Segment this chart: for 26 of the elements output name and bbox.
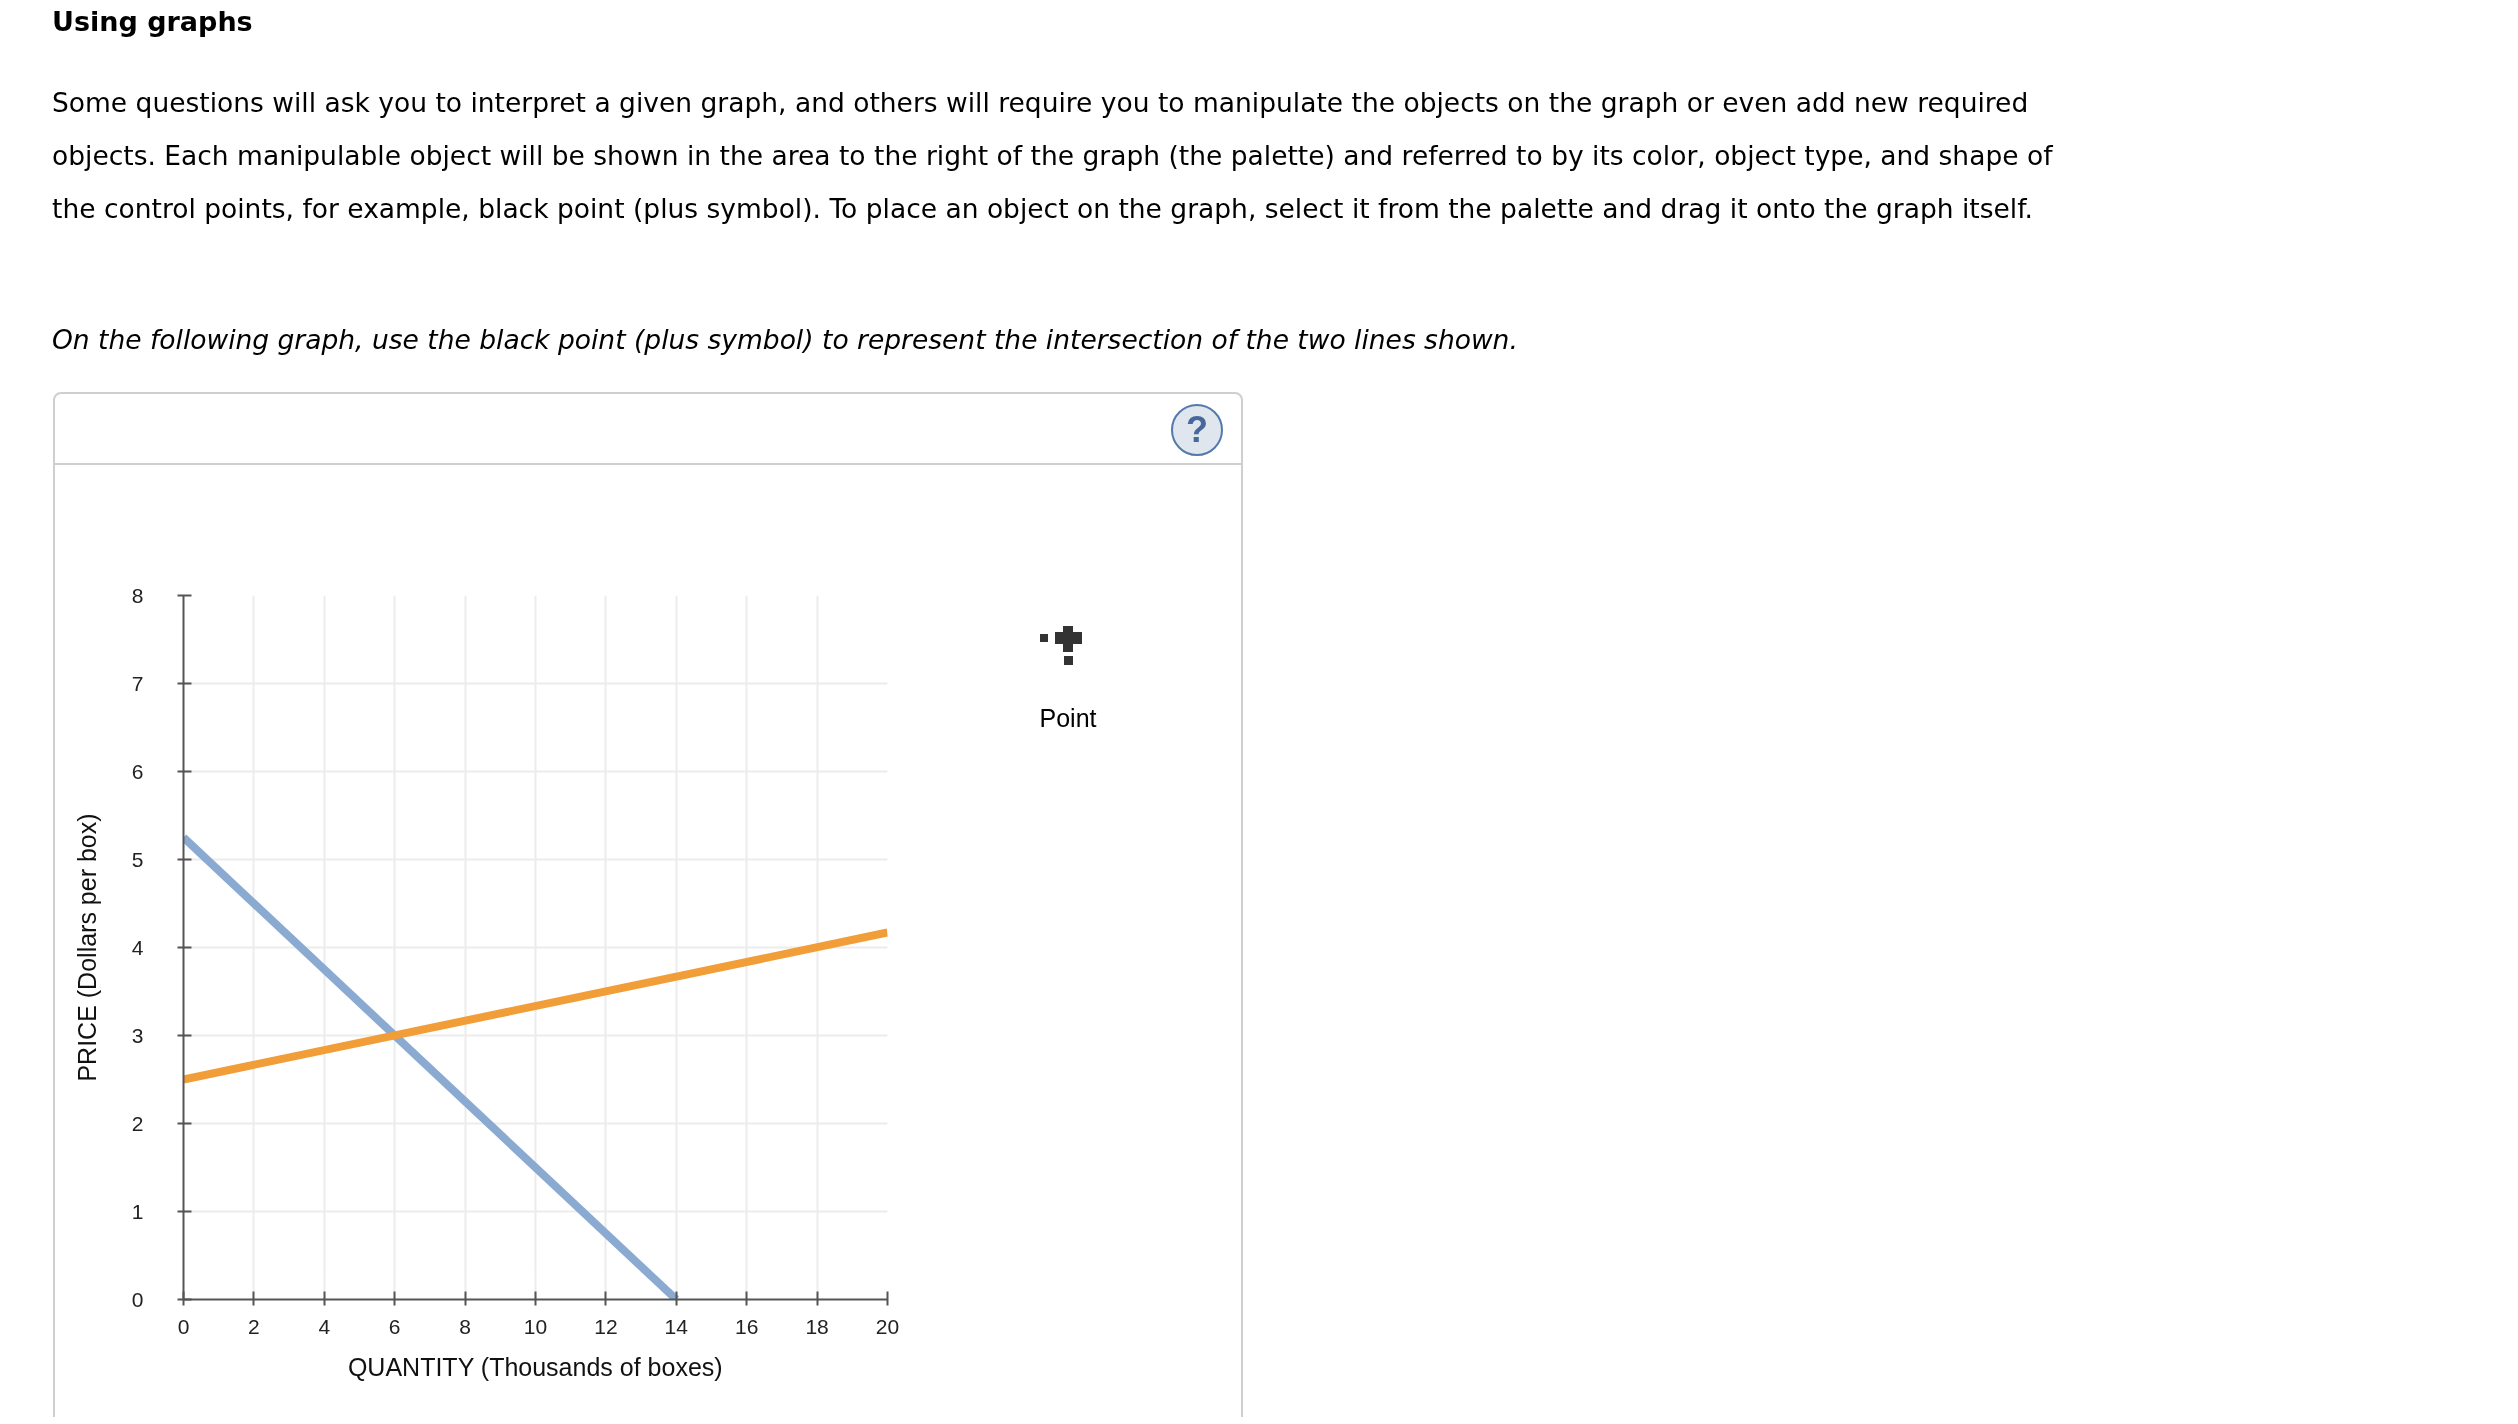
y-tick-label: 0 bbox=[131, 1287, 144, 1311]
x-tick-label: 18 bbox=[805, 1314, 829, 1338]
text: Point bbox=[1038, 703, 1098, 733]
y-tick-label: 4 bbox=[131, 935, 144, 959]
x-tick-label: 10 bbox=[523, 1314, 548, 1338]
text: Some questions will ask you to interpret a given graph, and others will require you to manipulate the objects on the graph or even add new required objects. Each manipulable object will be shown in the area to the right of the graph (the palette) and referred to by its color, object type, and shape of the control points, for example, black point (plus symbol). To place an object on the graph, select it from the palette and drag it onto the graph itself. bbox=[52, 86, 2054, 226]
y-tick-label: 8 bbox=[131, 583, 144, 607]
y-tick-label: 3 bbox=[131, 1023, 144, 1047]
x-tick-label: 0 bbox=[177, 1314, 190, 1338]
y-tick-label: 2 bbox=[131, 1111, 144, 1135]
y-tick-label: 7 bbox=[131, 671, 144, 695]
y-tick-label: 1 bbox=[131, 1199, 144, 1223]
chart-title: Using graphs bbox=[52, 5, 253, 39]
x-tick-label: 2 bbox=[248, 1314, 260, 1338]
x-tick-label: 8 bbox=[459, 1314, 471, 1338]
y-tick-label: 5 bbox=[131, 847, 144, 871]
x-axis-title: QUANTITY (Thousands of boxes) bbox=[347, 1352, 723, 1381]
x-tick-label: 6 bbox=[388, 1314, 401, 1338]
x-tick-label: 14 bbox=[664, 1314, 689, 1338]
y-axis-title: PRICE (Dollars per box) bbox=[72, 813, 101, 1082]
text: On the following graph, use the black point (plus symbol) to represent the intersection of the two lines shown. bbox=[52, 323, 1518, 357]
x-tick-label: 4 bbox=[318, 1314, 331, 1338]
x-tick-label: 20 bbox=[875, 1314, 900, 1338]
x-tick-label: 12 bbox=[594, 1314, 618, 1338]
x-tick-label: 16 bbox=[735, 1314, 759, 1338]
y-tick-label: 6 bbox=[131, 759, 144, 783]
